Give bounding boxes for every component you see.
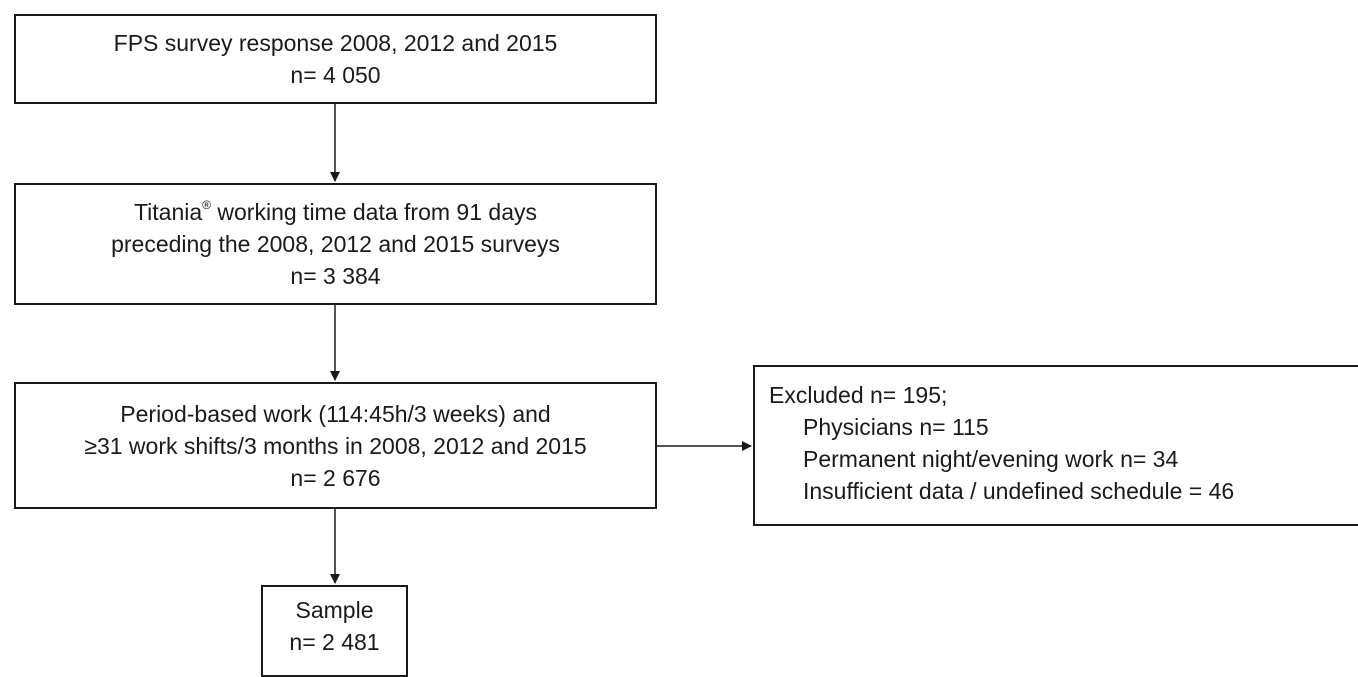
survey-response-box: FPS survey response 2008, 2012 and 2015 … (14, 14, 657, 104)
registered-mark: ® (202, 198, 212, 213)
survey-response-title: FPS survey response 2008, 2012 and 2015 (113, 30, 558, 56)
period-based-work-count: n= 2 676 (290, 464, 381, 491)
titania-data-line-2: preceding the 2008, 2012 and 2015 survey… (111, 231, 560, 257)
sample-box: Sample n= 2 481 (261, 585, 408, 677)
sample-label: Sample (295, 597, 374, 623)
titania-data-count: n= 3 384 (290, 263, 381, 289)
sample-count: n= 2 481 (289, 629, 380, 655)
titania-brand: Titania (133, 199, 203, 225)
titania-data-box: Titania® working time data from 91 days … (14, 183, 657, 305)
excluded-item-physicians: Physicians n= 115 (803, 414, 989, 440)
period-based-work-box: Period-based work (114:45h/3 weeks) and … (14, 382, 657, 509)
excluded-item-night-evening: Permanent night/evening work n= 34 (803, 446, 1179, 472)
excluded-heading: Excluded n= 195; (769, 382, 948, 408)
period-based-work-line-2: ≥31 work shifts/3 months in 2008, 2012 a… (84, 432, 587, 459)
excluded-item-insufficient-data: Insufficient data / undefined schedule =… (803, 478, 1235, 504)
titania-data-line-1: Titania® working time data from 91 days (16, 196, 655, 228)
survey-response-count: n= 4 050 (290, 62, 381, 88)
period-based-work-line-1: Period-based work (114:45h/3 weeks) and (120, 400, 551, 427)
excluded-box: Excluded n= 195; Physicians n= 115 Perma… (753, 365, 1358, 526)
titania-data-line-1-rest: working time data from 91 days (211, 199, 537, 225)
